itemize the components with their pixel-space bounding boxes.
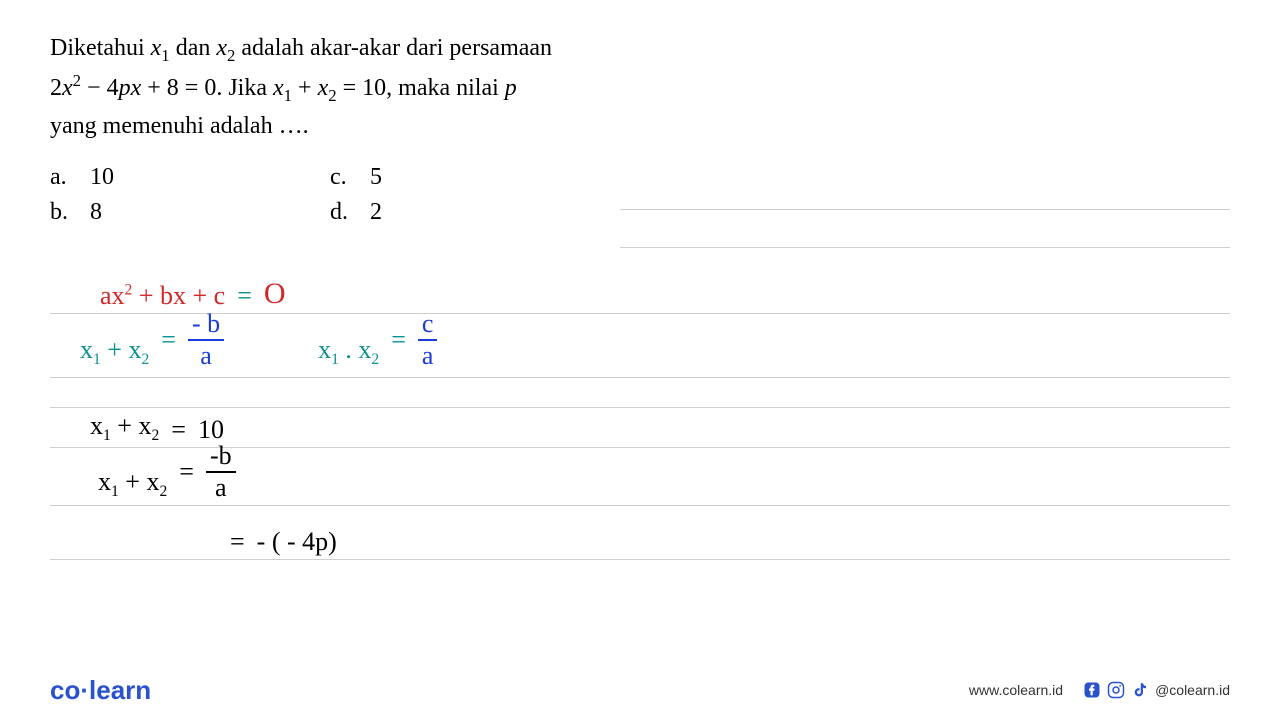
step-2: x1 + x2 = -b a <box>98 443 236 501</box>
vieta-sum: x1 + x2 = - b a x1 . x2 = c a <box>80 311 437 369</box>
logo: co·learn <box>50 675 151 706</box>
step-3: = - ( - 4p) <box>230 527 337 557</box>
option-a: a.10 <box>50 164 330 191</box>
step-1: x1 + x2 = 10 <box>90 411 224 445</box>
rule-lines-right <box>620 172 1230 248</box>
problem-line-1: Diketahui x1 dan x2 adalah akar-akar dar… <box>50 30 1230 68</box>
footer-handle: @colearn.id <box>1155 682 1230 698</box>
social-links: @colearn.id <box>1083 681 1230 699</box>
notebook-area: ax2 + bx + c = O x1 + x2 = - b a x1 . x2… <box>50 264 1230 560</box>
footer: co·learn www.colearn.id @colearn.id <box>0 660 1280 720</box>
problem-text: Diketahui x1 dan x2 adalah akar-akar dar… <box>50 30 1230 144</box>
problem-line-3: yang memenuhi adalah …. <box>50 108 1230 144</box>
formula-general: ax2 + bx + c = O <box>100 277 286 311</box>
option-c: c.5 <box>330 164 610 191</box>
instagram-icon <box>1107 681 1125 699</box>
tiktok-icon <box>1131 681 1149 699</box>
footer-url: www.colearn.id <box>969 682 1063 698</box>
facebook-icon <box>1083 681 1101 699</box>
problem-line-2: 2x2 − 4px + 8 = 0. Jika x1 + x2 = 10, ma… <box>50 68 1230 108</box>
option-d: d.2 <box>330 199 610 226</box>
option-b: b.8 <box>50 199 330 226</box>
